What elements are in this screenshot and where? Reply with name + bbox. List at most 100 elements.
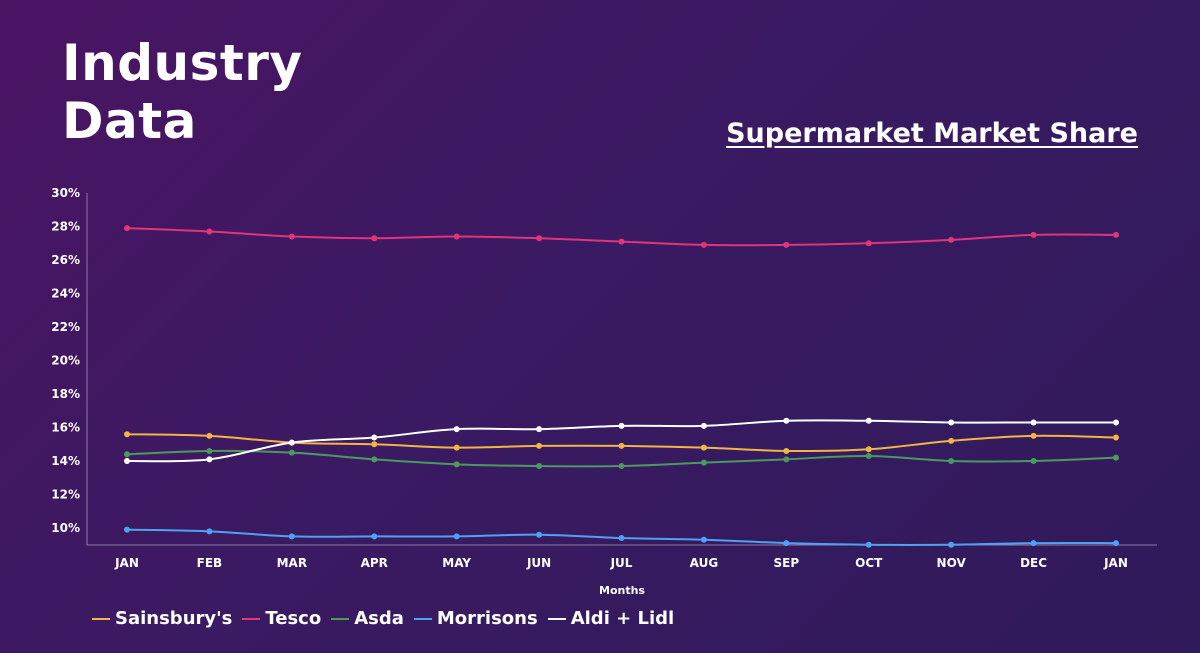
data-point-aldi-lidl	[783, 417, 790, 424]
legend-swatch	[331, 617, 350, 620]
data-point-sainsbury-s	[948, 437, 955, 444]
x-tick-label: JUN	[526, 556, 551, 570]
data-point-morrisons	[124, 526, 130, 533]
data-point-sainsbury-s	[453, 444, 460, 451]
y-tick-label: 10%	[51, 521, 80, 535]
x-tick-label: APR	[361, 556, 388, 570]
x-axis-label: Months	[599, 584, 645, 597]
y-tick-label: 20%	[51, 354, 80, 368]
data-point-aldi-lidl	[536, 426, 543, 433]
page-title: Industry Data	[62, 34, 303, 150]
data-point-aldi-lidl	[288, 439, 295, 446]
data-point-tesco	[371, 235, 378, 242]
data-point-tesco	[124, 225, 130, 232]
data-point-sainsbury-s	[124, 431, 130, 438]
data-point-asda	[124, 451, 130, 458]
data-point-tesco	[618, 238, 625, 245]
x-tick-label: NOV	[937, 556, 967, 570]
x-tick-label: FEB	[197, 556, 223, 570]
y-tick-label: 28%	[51, 220, 80, 234]
data-point-morrisons	[371, 533, 378, 540]
data-point-aldi-lidl	[1030, 419, 1037, 426]
data-point-tesco	[536, 235, 543, 242]
page-title-line-2: Data	[62, 92, 197, 150]
data-point-tesco	[948, 236, 955, 243]
data-point-asda	[206, 447, 213, 454]
data-point-tesco	[700, 241, 707, 248]
legend-label: Aldi + Lidl	[570, 608, 675, 629]
legend-item-morrisons: Morrisons	[413, 608, 538, 629]
y-tick-label: 16%	[51, 421, 80, 435]
legend-item-tesco: Tesco	[242, 608, 321, 629]
data-point-morrisons	[1113, 540, 1119, 547]
data-point-aldi-lidl	[948, 419, 955, 426]
y-tick-label: 22%	[51, 320, 80, 334]
x-tick-label: JAN	[114, 556, 139, 570]
x-tick-label: DEC	[1020, 556, 1047, 570]
data-point-asda	[618, 463, 625, 470]
data-point-asda	[783, 456, 790, 463]
legend-item-sainsbury-s: Sainsbury's	[92, 608, 232, 629]
x-tick-label: SEP	[774, 556, 800, 570]
data-point-morrisons	[618, 535, 625, 542]
data-point-tesco	[865, 240, 872, 247]
data-point-aldi-lidl	[618, 422, 625, 429]
data-point-aldi-lidl	[453, 426, 460, 433]
y-tick-label: 26%	[51, 253, 80, 267]
legend-label: Morrisons	[436, 608, 538, 629]
chart-legend: Sainsbury's Tesco Asda Morrisons Aldi + Lidl	[92, 608, 684, 629]
page-title-line-1: Industry	[62, 34, 303, 92]
y-tick-label: 24%	[51, 287, 80, 301]
data-point-asda	[700, 459, 707, 466]
data-point-asda	[453, 461, 460, 468]
x-tick-label: JAN	[1103, 556, 1128, 570]
data-point-aldi-lidl	[865, 417, 872, 424]
data-point-tesco	[288, 233, 295, 240]
data-point-morrisons	[206, 528, 213, 535]
data-point-morrisons	[865, 541, 872, 548]
data-point-aldi-lidl	[124, 458, 130, 464]
legend-swatch	[547, 617, 566, 620]
data-point-asda	[948, 458, 955, 464]
data-point-asda	[536, 463, 543, 470]
chart-title: Supermarket Market Share	[726, 118, 1138, 149]
x-tick-label: OCT	[855, 556, 883, 570]
data-point-sainsbury-s	[1113, 434, 1119, 441]
data-point-sainsbury-s	[536, 442, 543, 449]
data-point-tesco	[453, 233, 460, 240]
y-tick-label: 30%	[51, 186, 80, 200]
data-point-sainsbury-s	[618, 442, 625, 449]
x-tick-label: JUL	[610, 556, 633, 570]
data-point-sainsbury-s	[865, 446, 872, 453]
data-point-tesco	[206, 228, 213, 235]
data-point-morrisons	[783, 540, 790, 547]
data-point-morrisons	[453, 533, 460, 540]
legend-item-asda: Asda	[331, 608, 404, 629]
data-point-morrisons	[536, 531, 543, 538]
data-point-sainsbury-s	[700, 444, 707, 451]
x-tick-label: AUG	[690, 556, 719, 570]
data-point-morrisons	[948, 541, 955, 548]
y-tick-label: 14%	[51, 454, 80, 468]
legend-label: Sainsbury's	[115, 608, 233, 629]
legend-item-aldi-lidl: Aldi + Lidl	[547, 608, 675, 629]
data-point-aldi-lidl	[700, 422, 707, 429]
data-point-asda	[371, 456, 378, 463]
data-point-sainsbury-s	[1030, 432, 1037, 439]
legend-label: Asda	[354, 608, 404, 629]
legend-swatch	[413, 617, 432, 620]
legend-swatch	[242, 617, 261, 620]
data-point-aldi-lidl	[1113, 419, 1119, 426]
data-point-sainsbury-s	[783, 447, 790, 454]
data-point-morrisons	[1030, 540, 1037, 547]
data-point-tesco	[1113, 231, 1119, 238]
data-point-sainsbury-s	[371, 441, 378, 448]
x-tick-label: MAY	[442, 556, 471, 570]
y-tick-label: 18%	[51, 387, 80, 401]
legend-label: Tesco	[265, 608, 322, 629]
data-point-morrisons	[700, 536, 707, 543]
legend-swatch	[92, 617, 110, 620]
data-point-asda	[288, 449, 295, 456]
data-point-aldi-lidl	[206, 456, 213, 463]
